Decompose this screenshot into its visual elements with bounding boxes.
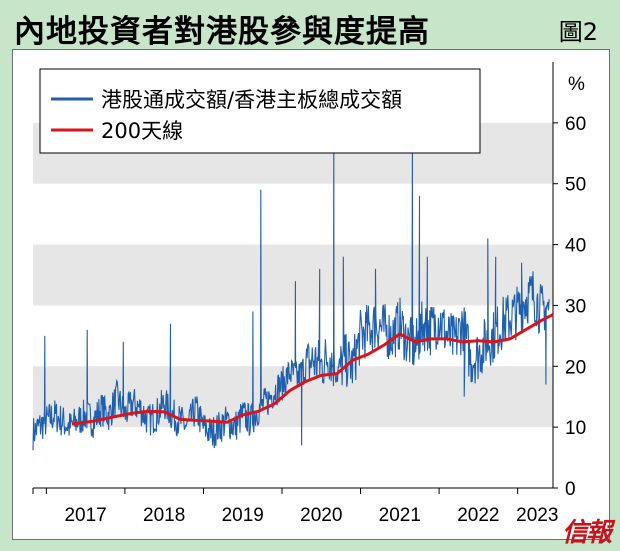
x-tick-label: 2017	[64, 505, 106, 526]
y-tick-label: 60	[565, 114, 586, 135]
x-tick-label: 2018	[143, 505, 185, 526]
chart-title: 內地投資者對港股參與度提高	[14, 14, 430, 50]
x-tick-label: 2019	[222, 505, 264, 526]
brand-logo: 信報	[561, 518, 612, 548]
y-tick-label: 40	[565, 236, 586, 257]
y-tick-label: 10	[565, 418, 586, 439]
x-tick-label: 2021	[379, 505, 421, 526]
chart-panel: 0 10 20 30 40 50 60% 2017 2018 2019 2020 2021 2022 20…	[12, 49, 610, 540]
y-unit-label: %	[568, 74, 585, 95]
y-tick-label: 20	[565, 357, 586, 378]
grid-band	[33, 244, 553, 306]
legend-box	[39, 68, 481, 154]
legend: 港股通成交額/香港主板總成交額 200天線	[39, 68, 481, 154]
y-tick-label: 0	[565, 479, 576, 500]
x-tick-label: 2020	[300, 505, 342, 526]
series-line-turnover-ratio	[32, 128, 550, 451]
series-line-200dma	[72, 313, 554, 426]
figure-label: 圖2	[558, 18, 598, 46]
y-tick-label: 30	[565, 296, 586, 317]
y-tick-label: 50	[565, 175, 586, 196]
chart-svg: 0 10 20 30 40 50 60% 2017 2018 2019 2020 2021 2022 20…	[32, 62, 586, 526]
legend-label-200dma: 200天線	[101, 119, 183, 143]
x-tick-label: 2022	[457, 505, 499, 526]
legend-label-turnover-ratio: 港股通成交額/香港主板總成交額	[101, 88, 402, 112]
x-tick-label: 2023	[516, 505, 558, 526]
